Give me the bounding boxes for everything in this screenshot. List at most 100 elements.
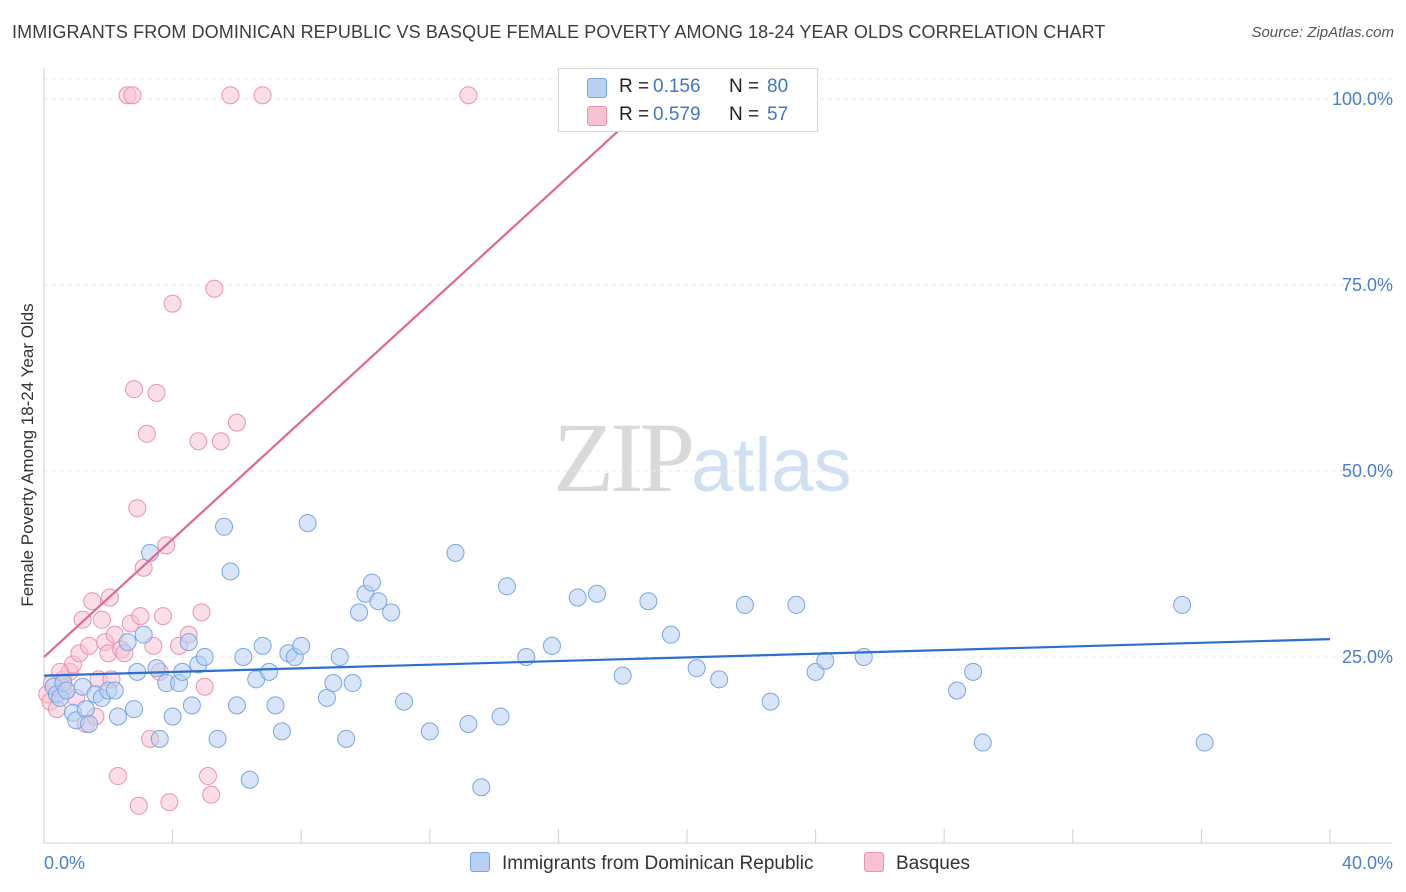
dominican-point (687, 659, 706, 678)
y-tick-labels: 25.0% 50.0% 75.0% 100.0% (1332, 89, 1393, 667)
dominican-point (76, 700, 95, 719)
dominican-point (395, 692, 414, 711)
dominican-point (613, 666, 632, 685)
basques-point (137, 424, 156, 443)
dominican-point (787, 595, 806, 614)
legend-swatch-basques (587, 106, 607, 126)
dominican-point (350, 603, 369, 622)
basques-point (134, 558, 153, 577)
watermark: ZIPatlas (553, 400, 852, 515)
watermark-zip: ZIP (553, 402, 695, 513)
dominican-point (710, 670, 729, 689)
basques-point (205, 279, 224, 298)
basques-point (131, 607, 150, 626)
dominican-point (854, 648, 873, 666)
legend-r-value: 0.156 (653, 76, 701, 97)
x-tick-label-min: 0.0% (44, 853, 85, 873)
dominican-point (266, 696, 285, 715)
dominican-point (330, 648, 349, 666)
watermark-atlas: atlas (691, 423, 852, 508)
dominican-point (260, 662, 279, 681)
correlation-legend: R = 0.156 N = 80 R = 0.579 N = 57 (558, 68, 818, 132)
dominican-point (195, 648, 214, 666)
legend-r-label: R = (619, 104, 650, 125)
basques-point (83, 592, 102, 611)
dominican-point (253, 636, 272, 655)
basques-point (202, 785, 221, 804)
basques-point (459, 86, 478, 105)
basques-trend-line (43, 90, 663, 658)
dominican-point (324, 674, 343, 693)
dominican-point (964, 662, 983, 681)
dominican-point (497, 577, 516, 596)
dominican-point (587, 584, 606, 603)
legend-n-value: 80 (767, 76, 789, 97)
x-tick-label-max: 40.0% (1342, 853, 1393, 873)
dominican-point (221, 562, 240, 581)
dominican-point (163, 707, 182, 726)
dominican-point (134, 625, 153, 644)
dominican-point (337, 729, 356, 748)
dominican-point (816, 651, 835, 670)
bottom-legend-label-basques: Basques (896, 853, 970, 874)
legend-n-label: N = (729, 104, 760, 125)
dominican-point (568, 588, 587, 607)
dominican-point (1195, 733, 1214, 752)
legend-r-label: R = (619, 76, 650, 97)
basques-point (192, 603, 211, 622)
basques-point (189, 432, 208, 451)
dominican-point (125, 700, 144, 719)
dominican-point (150, 729, 169, 748)
source-credit: Source: ZipAtlas.com (1251, 24, 1394, 41)
legend-r-value: 0.579 (653, 104, 701, 125)
y-tick-label: 50.0% (1342, 461, 1393, 481)
dominican-point (362, 573, 381, 592)
dominican-point (227, 696, 246, 715)
basques-point (73, 610, 92, 629)
dominican-point (661, 625, 680, 644)
dominican-point (472, 778, 491, 797)
basques-point (92, 610, 111, 629)
basques-point (108, 767, 127, 786)
dominican-point (182, 696, 201, 715)
basques-point (198, 767, 217, 786)
dominican-point (542, 636, 561, 655)
dominican-point (298, 514, 317, 533)
y-tick-label: 100.0% (1332, 89, 1393, 109)
dominican-point (80, 714, 99, 733)
dominican-point (118, 633, 137, 652)
basques-point (123, 86, 142, 105)
dominican-points (44, 514, 1214, 797)
gridlines (44, 78, 1392, 658)
dominican-point (292, 636, 311, 655)
dominican-point (215, 517, 234, 536)
dominican-point (761, 692, 780, 711)
dominican-point (208, 729, 227, 748)
legend-n-label: N = (729, 76, 760, 97)
bottom-legend-basques: Basques (864, 852, 970, 875)
basques-point (80, 636, 99, 655)
basques-point (147, 383, 166, 402)
dominican-point (973, 733, 992, 752)
basques-point (128, 499, 147, 518)
legend-swatch-dominican (587, 78, 607, 98)
dominican-point (446, 543, 465, 562)
x-tick-labels: 0.0% 40.0% (44, 853, 1393, 873)
dominican-trend-line (43, 638, 1331, 677)
basques-point (253, 86, 272, 105)
dominican-point (179, 633, 198, 652)
basques-point (227, 413, 246, 432)
bottom-legend-dominican: Immigrants from Dominican Republic (470, 852, 814, 875)
dominican-point (735, 595, 754, 614)
basques-point (163, 294, 182, 313)
dominican-point (491, 707, 510, 726)
dominican-point (108, 707, 127, 726)
bottom-legend-swatch-dominican (470, 852, 490, 872)
dominican-point (343, 674, 362, 693)
y-tick-label: 25.0% (1342, 647, 1393, 667)
dominican-point (459, 714, 478, 733)
dominican-point (1173, 595, 1192, 614)
dominican-point (105, 681, 124, 700)
axes (43, 68, 1392, 844)
basques-point (153, 607, 172, 626)
